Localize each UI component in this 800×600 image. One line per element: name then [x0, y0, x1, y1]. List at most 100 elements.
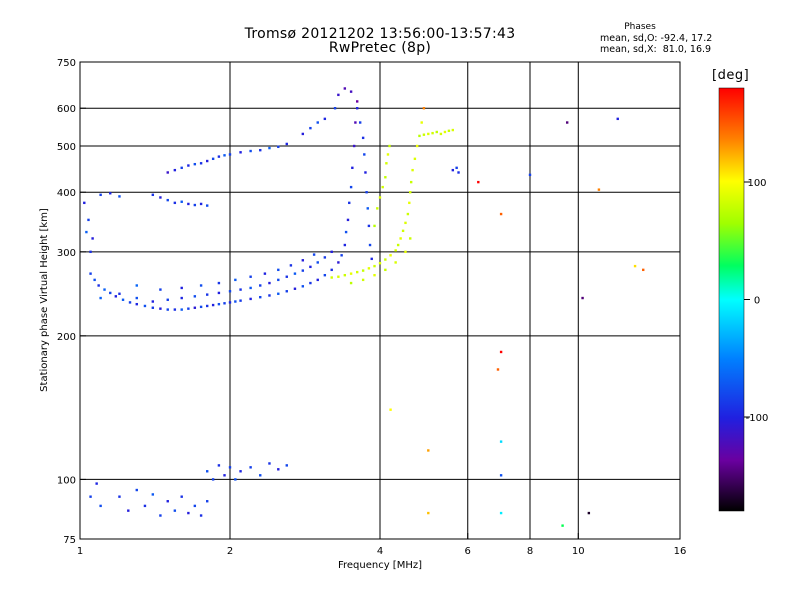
data-point — [193, 162, 197, 166]
data-point — [259, 295, 262, 299]
data-point — [249, 275, 252, 278]
y-tick-label: 400 — [57, 188, 76, 199]
data-point — [293, 272, 297, 275]
data-point — [451, 168, 455, 172]
data-point — [499, 350, 503, 354]
data-point — [223, 302, 226, 305]
colorbar-tick-label: 100 — [747, 178, 766, 189]
data-point — [193, 203, 197, 207]
data-point — [159, 307, 162, 310]
data-point — [394, 249, 397, 252]
data-point — [337, 261, 340, 264]
data-point — [166, 298, 169, 301]
data-point — [411, 168, 414, 172]
data-point — [330, 268, 333, 272]
data-point — [239, 151, 242, 154]
data-point — [118, 495, 121, 498]
data-point — [455, 166, 458, 170]
data-point — [259, 474, 262, 477]
data-point — [151, 493, 155, 496]
data-point — [561, 524, 564, 527]
data-point — [151, 193, 155, 197]
data-point — [166, 308, 169, 311]
data-point — [173, 308, 177, 311]
data-point — [91, 237, 94, 240]
data-point — [344, 230, 348, 234]
data-point — [367, 224, 371, 228]
data-point — [323, 256, 327, 259]
data-point — [87, 218, 90, 222]
data-point — [409, 237, 412, 240]
data-point — [217, 281, 221, 285]
colorbar — [718, 87, 745, 512]
data-point — [343, 87, 347, 90]
data-point — [249, 297, 252, 301]
data-point — [166, 500, 169, 503]
data-point — [205, 470, 209, 473]
data-point — [180, 166, 183, 170]
data-point — [289, 264, 293, 267]
data-point — [166, 171, 169, 174]
data-point — [351, 166, 354, 170]
data-point — [316, 261, 319, 264]
data-point — [642, 268, 645, 272]
data-point — [389, 254, 392, 257]
x-axis-label: Frequency [MHz] — [338, 560, 422, 571]
data-point — [309, 265, 312, 269]
data-point — [368, 243, 372, 247]
data-point — [211, 478, 215, 481]
data-point — [394, 261, 397, 264]
data-point — [180, 200, 183, 203]
data-point — [97, 284, 100, 287]
data-point — [89, 250, 92, 254]
data-point — [205, 500, 209, 503]
data-point — [381, 185, 384, 189]
data-point — [151, 300, 155, 303]
y-tick-label: 500 — [57, 142, 76, 153]
data-point — [234, 478, 237, 481]
data-point — [239, 470, 242, 473]
data-point — [499, 212, 503, 216]
data-point — [309, 126, 312, 130]
phases-stats-o: mean, sd,O: -92.4, 17.2 — [600, 33, 713, 44]
data-point — [406, 212, 410, 216]
grid-lines — [80, 62, 680, 539]
data-point — [285, 290, 288, 293]
data-point — [199, 305, 203, 309]
data-point — [135, 284, 138, 287]
data-point — [249, 149, 252, 153]
phases-stats-x: mean, sd,X: 81.0, 16.9 — [600, 44, 712, 55]
data-point — [277, 468, 280, 471]
data-point — [277, 145, 280, 149]
data-point — [409, 191, 412, 194]
colorbar-tick-label: -100 — [746, 413, 769, 424]
data-point — [365, 191, 368, 194]
data-point — [373, 273, 376, 277]
data-point — [228, 466, 232, 469]
data-point — [205, 293, 209, 296]
data-point — [451, 128, 455, 132]
data-point — [413, 157, 417, 161]
data-point — [239, 299, 242, 302]
data-point — [633, 264, 637, 268]
data-point — [277, 268, 280, 272]
data-point — [457, 171, 460, 174]
data-point — [361, 269, 365, 272]
data-point — [422, 133, 426, 136]
data-point — [217, 291, 221, 295]
data-point — [99, 193, 102, 197]
colorbar-tick-label: 0 — [754, 296, 760, 307]
data-point — [301, 132, 305, 136]
data-point — [180, 495, 183, 498]
data-point — [420, 121, 423, 124]
data-point — [89, 495, 92, 498]
data-point — [447, 129, 451, 133]
data-point — [348, 201, 351, 205]
data-point — [385, 162, 388, 165]
x-tick-label: 8 — [527, 546, 533, 557]
data-point — [118, 292, 121, 295]
data-point — [499, 474, 503, 477]
data-point — [404, 221, 407, 225]
data-point — [187, 164, 190, 167]
data-point — [389, 408, 392, 411]
